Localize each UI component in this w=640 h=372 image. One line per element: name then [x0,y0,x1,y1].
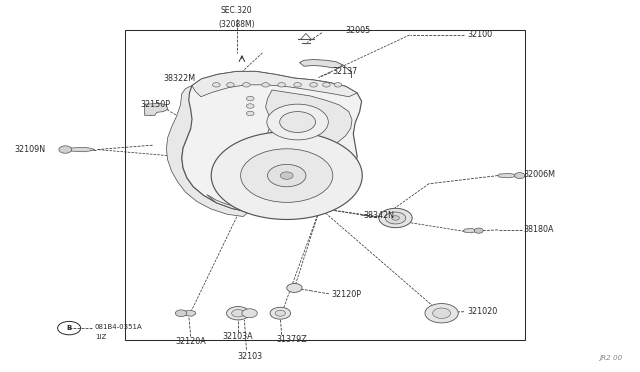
Circle shape [227,83,234,87]
Circle shape [275,310,285,316]
Circle shape [278,83,285,87]
Text: 32109N: 32109N [14,145,45,154]
Polygon shape [207,188,342,214]
Circle shape [270,307,291,319]
Polygon shape [300,60,342,68]
Circle shape [242,309,257,318]
Circle shape [385,212,406,224]
Text: 32137: 32137 [333,67,358,76]
Circle shape [243,83,250,87]
Circle shape [246,96,254,101]
Text: 32006M: 32006M [524,170,556,179]
Circle shape [474,228,483,233]
Circle shape [287,283,302,292]
Circle shape [280,112,316,132]
Polygon shape [145,103,168,115]
Circle shape [323,83,330,87]
Text: 32150P: 32150P [141,100,171,109]
Text: 38322M: 38322M [163,74,195,83]
Polygon shape [498,173,517,178]
Text: B: B [67,325,72,331]
Text: 31379Z: 31379Z [276,335,307,344]
Polygon shape [183,310,196,316]
Circle shape [211,132,362,219]
Text: 38180A: 38180A [524,225,554,234]
Circle shape [334,83,342,87]
Circle shape [294,83,301,87]
Circle shape [212,83,220,87]
Circle shape [246,111,254,116]
Text: 38342N: 38342N [364,211,394,220]
Text: (32088M): (32088M) [218,20,255,29]
Text: 32120A: 32120A [175,337,206,346]
Text: 32120P: 32120P [332,290,362,299]
Circle shape [262,83,269,87]
Circle shape [227,307,250,320]
Text: JR2 00: JR2 00 [599,355,622,361]
Circle shape [241,149,333,202]
Circle shape [433,308,451,318]
Circle shape [268,164,306,187]
Polygon shape [266,90,352,150]
Polygon shape [67,147,95,152]
Circle shape [232,310,244,317]
Text: SEC.320: SEC.320 [221,6,253,15]
Text: 081B4-0351A: 081B4-0351A [95,324,143,330]
Bar [125,30,525,340]
Circle shape [515,173,525,179]
Polygon shape [182,71,362,214]
Polygon shape [166,86,248,217]
Text: 321020: 321020 [467,307,497,316]
Circle shape [246,104,254,108]
Circle shape [425,304,458,323]
Text: 32103: 32103 [237,352,262,360]
Circle shape [379,208,412,228]
Circle shape [267,104,328,140]
Polygon shape [463,228,477,233]
Circle shape [392,216,399,220]
Text: 32005: 32005 [346,26,371,35]
Circle shape [310,83,317,87]
Text: 1IZ: 1IZ [95,334,106,340]
Circle shape [59,146,72,153]
Circle shape [280,172,293,179]
Circle shape [175,310,187,317]
Polygon shape [192,71,357,97]
Text: 32100: 32100 [467,30,492,39]
Text: 32103A: 32103A [223,332,253,341]
